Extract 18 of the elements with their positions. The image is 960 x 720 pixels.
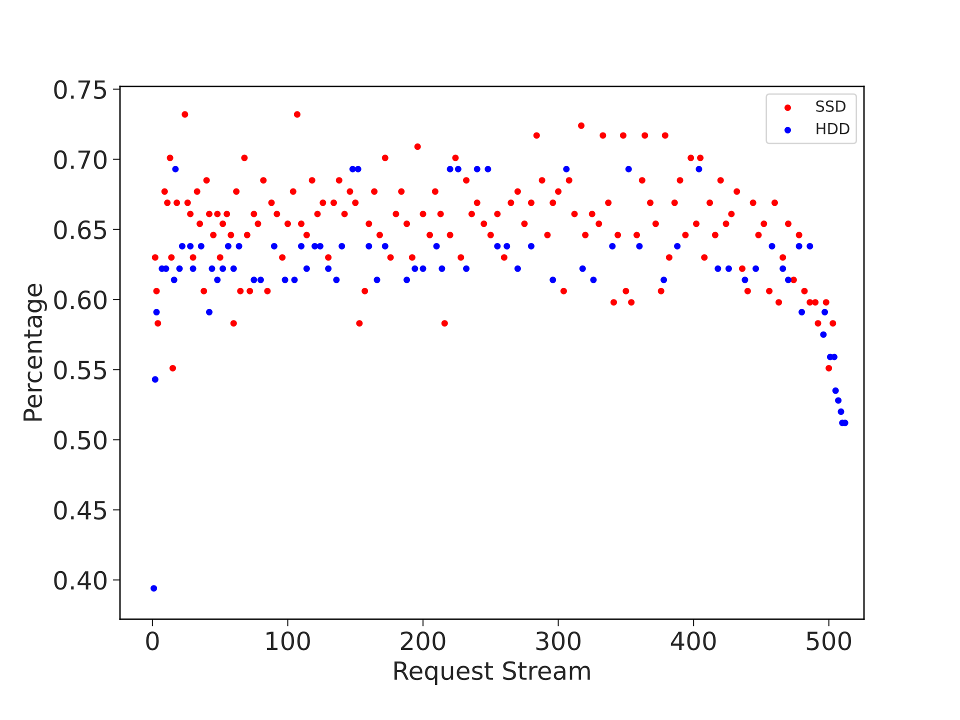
legend-label: SSD <box>816 100 846 112</box>
y-tick-label: 0.45 <box>54 500 106 520</box>
y-tick-label: 0.70 <box>54 150 107 170</box>
y-tick-label: 0.50 <box>54 430 107 450</box>
x-axis-title: Request Stream <box>394 661 590 685</box>
y-tick-label: 0.60 <box>54 290 107 310</box>
y-tick-label: 0.75 <box>54 80 106 100</box>
x-tick-label: 0 <box>146 631 159 650</box>
y-axis-title: Percentage <box>24 284 47 421</box>
x-tick-label: 300 <box>536 631 580 650</box>
legend-label: HDD <box>816 123 850 134</box>
x-tick-label: 100 <box>266 631 310 650</box>
x-tick-label: 200 <box>400 631 446 650</box>
y-tick-label: 0.40 <box>54 570 107 590</box>
y-tick-label: 0.65 <box>54 220 106 240</box>
y-tick-label: 0.55 <box>54 360 106 380</box>
x-tick-label: 500 <box>806 631 852 650</box>
x-tick-label: 400 <box>670 631 716 650</box>
